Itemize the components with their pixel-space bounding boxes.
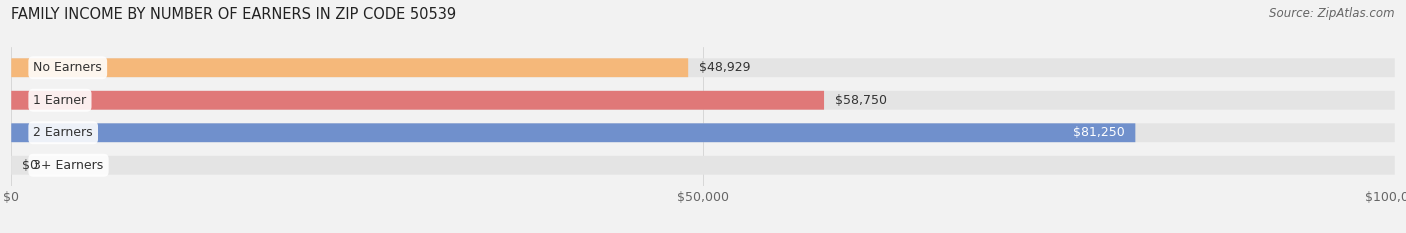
Text: FAMILY INCOME BY NUMBER OF EARNERS IN ZIP CODE 50539: FAMILY INCOME BY NUMBER OF EARNERS IN ZI… (11, 7, 457, 22)
Text: No Earners: No Earners (34, 61, 103, 74)
Text: Source: ZipAtlas.com: Source: ZipAtlas.com (1270, 7, 1395, 20)
Text: 3+ Earners: 3+ Earners (34, 159, 104, 172)
Text: $0: $0 (22, 159, 38, 172)
Text: $48,929: $48,929 (699, 61, 751, 74)
Text: 1 Earner: 1 Earner (34, 94, 87, 107)
Text: $58,750: $58,750 (835, 94, 887, 107)
FancyBboxPatch shape (11, 156, 1395, 175)
Text: 2 Earners: 2 Earners (34, 126, 93, 139)
FancyBboxPatch shape (11, 91, 824, 110)
Text: $81,250: $81,250 (1073, 126, 1125, 139)
FancyBboxPatch shape (11, 58, 688, 77)
FancyBboxPatch shape (11, 123, 1136, 142)
FancyBboxPatch shape (11, 58, 1395, 77)
FancyBboxPatch shape (11, 123, 1395, 142)
FancyBboxPatch shape (11, 91, 1395, 110)
